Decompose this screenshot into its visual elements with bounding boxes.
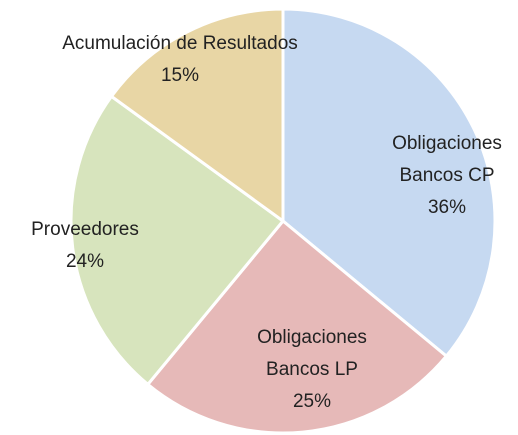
- category-label: Obligaciones Bancos CP: [392, 133, 502, 186]
- pie-slice: [109, 7, 285, 224]
- slice-label: Obligaciones Bancos LP 25%: [232, 322, 392, 418]
- value-label: 36%: [427, 197, 467, 218]
- pie-slice: [69, 94, 286, 387]
- slice-label: Proveedores 24%: [10, 214, 160, 278]
- value-label: 25%: [292, 391, 332, 412]
- category-label: Acumulación de Resultados: [62, 33, 298, 54]
- slice-label: Obligaciones Bancos CP 36%: [372, 128, 518, 224]
- slice-label: Acumulación de Resultados 15%: [20, 28, 340, 92]
- category-label: Proveedores: [31, 219, 139, 240]
- value-label: 15%: [160, 65, 200, 86]
- value-label: 24%: [65, 251, 105, 272]
- pie-slice: [281, 7, 497, 359]
- pie-slice: [145, 218, 449, 435]
- category-label: Obligaciones Bancos LP: [257, 327, 367, 380]
